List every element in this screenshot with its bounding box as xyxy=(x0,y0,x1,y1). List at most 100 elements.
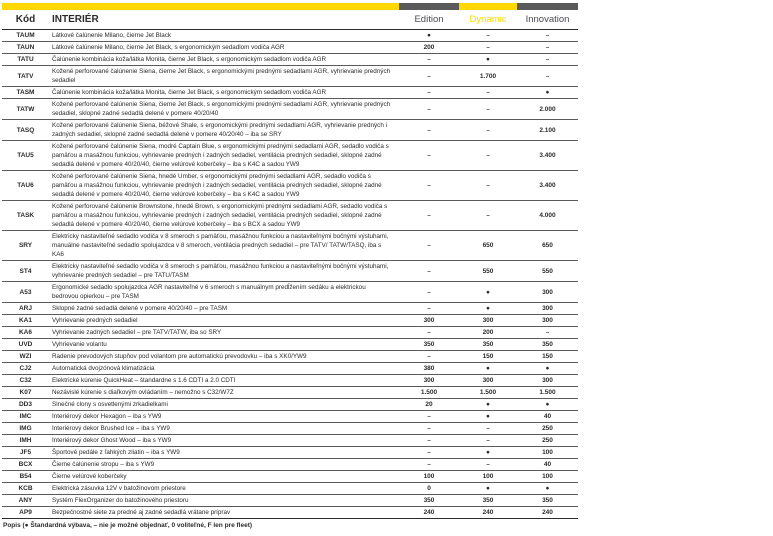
table-wrapper: Kód INTERIÉR Edition Dynamic Innovation … xyxy=(2,10,578,530)
price-innovation: – xyxy=(517,41,578,54)
price-dynamic: 1.700 xyxy=(459,65,517,87)
price-dynamic: – xyxy=(459,119,517,141)
table-row: TAU5 Kožené perforované čalúnenie Siena, … xyxy=(2,140,578,171)
option-code: TASK xyxy=(2,200,49,231)
table-header: Kód INTERIÉR Edition Dynamic Innovation xyxy=(2,10,578,30)
price-edition: – xyxy=(399,98,459,120)
option-description: Interiérový dekor Hexagon – iba s YW9 xyxy=(49,410,399,423)
table-row: SRY Elektricky nastaviteľné sedadlo vodič… xyxy=(2,230,578,261)
price-dynamic: ● xyxy=(459,410,517,423)
price-edition: – xyxy=(399,65,459,87)
table-row: B54 Čierne velúrové koberčeky 100 100 100 xyxy=(2,470,578,483)
price-innovation: 3.400 xyxy=(517,170,578,201)
option-description: Kožené perforované čalúnenie Siena, čier… xyxy=(49,65,399,87)
price-dynamic: ● xyxy=(459,362,517,375)
price-innovation: ● xyxy=(517,362,578,375)
table-row: JF5 Športové pedále z ľahkých zliatin – i… xyxy=(2,446,578,459)
option-code: SRY xyxy=(2,230,49,261)
price-innovation: 240 xyxy=(517,506,578,519)
option-description: Látkové čalúnenie Milano, čierne Jet Bla… xyxy=(49,29,399,42)
price-innovation: 40 xyxy=(517,410,578,423)
price-innovation: ● xyxy=(517,86,578,99)
price-innovation: 100 xyxy=(517,470,578,483)
price-dynamic: 150 xyxy=(459,350,517,363)
price-dynamic: – xyxy=(459,41,517,54)
option-code: TAUN xyxy=(2,41,49,54)
table-row: IMC Interiérový dekor Hexagon – iba s YW9… xyxy=(2,410,578,423)
price-dynamic: 240 xyxy=(459,506,517,519)
bar-yellow xyxy=(2,3,399,10)
option-code: TASM xyxy=(2,86,49,99)
price-edition: – xyxy=(399,446,459,459)
price-dynamic: – xyxy=(459,29,517,42)
price-innovation: 40 xyxy=(517,458,578,471)
price-edition: – xyxy=(399,86,459,99)
table-row: IMG Interiérový dekor Brushed Ice – iba s… xyxy=(2,422,578,435)
price-edition: 100 xyxy=(399,470,459,483)
price-innovation: 1.500 xyxy=(517,386,578,399)
price-edition: – xyxy=(399,410,459,423)
table-row: IMH Interiérový dekor Ghost Wood – iba s … xyxy=(2,434,578,447)
price-dynamic: ● xyxy=(459,281,517,303)
option-description: Interiérový dekor Ghost Wood – iba s YW9 xyxy=(49,434,399,447)
price-innovation: 300 xyxy=(517,302,578,315)
price-dynamic: 350 xyxy=(459,338,517,351)
bar-edition xyxy=(399,3,459,10)
price-innovation: 550 xyxy=(517,260,578,282)
option-description: Kožené perforované čalúnenie Siena, čier… xyxy=(49,98,399,120)
price-dynamic: – xyxy=(459,422,517,435)
price-dynamic: ● xyxy=(459,53,517,66)
price-edition: 240 xyxy=(399,506,459,519)
price-innovation: ● xyxy=(517,398,578,411)
option-code: TASQ xyxy=(2,119,49,141)
price-innovation: 300 xyxy=(517,314,578,327)
table-row: ST4 Elektricky nastaviteľné sedadlo vodič… xyxy=(2,260,578,282)
price-dynamic: – xyxy=(459,98,517,120)
table-row: KA1 Vyhrievanie predných sedadiel 300 300 30… xyxy=(2,314,578,327)
price-innovation: 2.000 xyxy=(517,98,578,120)
price-edition: 20 xyxy=(399,398,459,411)
price-dynamic: 350 xyxy=(459,494,517,507)
option-description: Kožené perforované čalúnenie Siena, béžo… xyxy=(49,119,399,141)
header-title: INTERIÉR xyxy=(49,10,399,30)
option-description: Systém FlexOrganizer do batožinového pri… xyxy=(49,494,399,507)
option-description: Športové pedále z ľahkých zliatin – iba … xyxy=(49,446,399,459)
price-dynamic: – xyxy=(459,86,517,99)
header-innovation: Innovation xyxy=(517,10,578,30)
option-description: Vyhrievanie predných sedadiel xyxy=(49,314,399,327)
price-edition: – xyxy=(399,458,459,471)
price-innovation: – xyxy=(517,65,578,87)
option-code: C32 xyxy=(2,374,49,387)
price-dynamic: 1.500 xyxy=(459,386,517,399)
price-edition: – xyxy=(399,350,459,363)
price-innovation: 100 xyxy=(517,446,578,459)
price-dynamic: 650 xyxy=(459,230,517,261)
price-innovation: 2.100 xyxy=(517,119,578,141)
table-row: TATW Kožené perforované čalúnenie Siena, … xyxy=(2,98,578,120)
table-row: BCX Čierne čalúnenie stropu – iba s YW9– –… xyxy=(2,458,578,471)
option-description: Čierne velúrové koberčeky xyxy=(49,470,399,483)
legend-note: Popis (● Štandardná výbava, – nie je mož… xyxy=(3,522,253,529)
price-dynamic: – xyxy=(459,200,517,231)
table-row: TATU Čalúnenie kombinácia koža/látka Moni… xyxy=(2,53,578,66)
option-code: TATV xyxy=(2,65,49,87)
table-row: TASK Kožené perforované čalúnenie Brownst… xyxy=(2,200,578,231)
option-code: TAU5 xyxy=(2,140,49,171)
price-dynamic: 100 xyxy=(459,470,517,483)
option-description: Elektricky nastaviteľné sedadlo vodiča v… xyxy=(49,230,399,261)
option-description: Vyhrievanie volantu xyxy=(49,338,399,351)
price-dynamic: ● xyxy=(459,398,517,411)
price-edition: 200 xyxy=(399,41,459,54)
price-edition: – xyxy=(399,200,459,231)
price-dynamic: – xyxy=(459,434,517,447)
interior-options-table: Kód INTERIÉR Edition Dynamic Innovation … xyxy=(2,10,578,519)
price-dynamic: 200 xyxy=(459,326,517,339)
price-edition: 300 xyxy=(399,374,459,387)
price-edition: – xyxy=(399,281,459,303)
option-code: CJ2 xyxy=(2,362,49,375)
price-edition: 0 xyxy=(399,482,459,495)
option-code: ST4 xyxy=(2,260,49,282)
header-code: Kód xyxy=(2,10,49,30)
table-row: ARJ Sklopné zadné sedadlá delené v pomere… xyxy=(2,302,578,315)
price-innovation: – xyxy=(517,53,578,66)
